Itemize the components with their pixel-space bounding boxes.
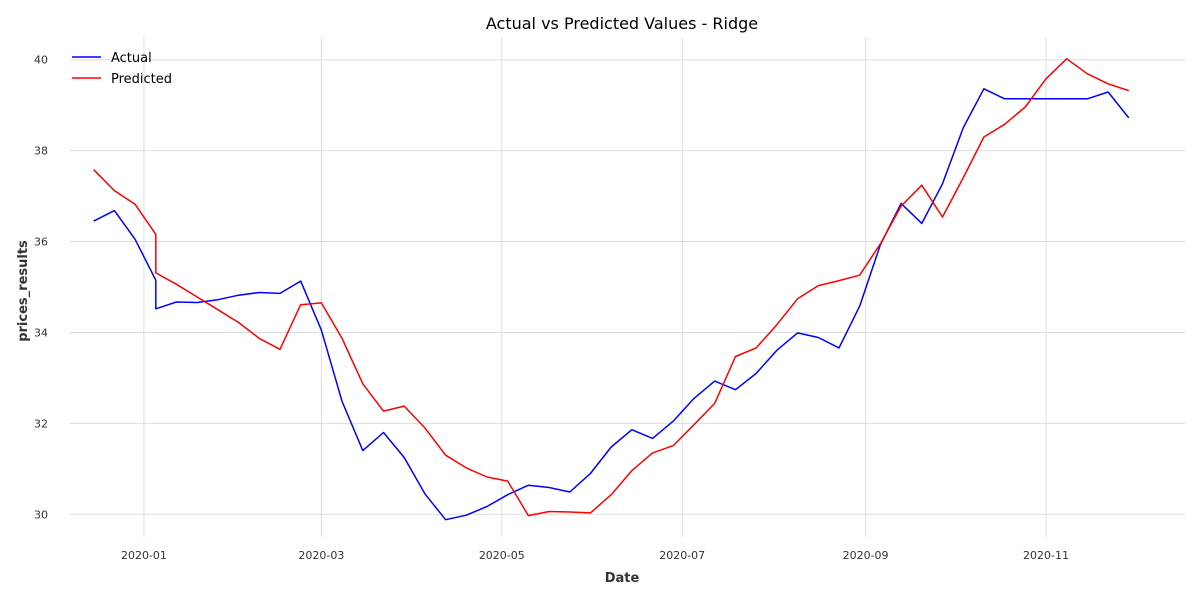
x-tick-labels: 2020-01 2020-03 2020-05 2020-07 2020-09 2020-… bbox=[121, 549, 1069, 562]
legend: Actual Predicted bbox=[72, 51, 172, 87]
series-line-predicted bbox=[93, 58, 1130, 517]
x-tick-label: 2020-07 bbox=[659, 549, 705, 562]
y-tick-labels: 30 32 34 36 38 40 bbox=[34, 54, 48, 522]
y-grid bbox=[70, 59, 1185, 515]
legend-label-actual: Actual bbox=[111, 51, 152, 66]
x-tick-label: 2020-01 bbox=[121, 549, 167, 562]
y-tick-label: 40 bbox=[34, 54, 48, 67]
x-tick-label: 2020-03 bbox=[298, 549, 344, 562]
y-axis-label: prices_results bbox=[16, 240, 31, 342]
x-grid bbox=[143, 37, 1047, 537]
x-axis-label: Date bbox=[605, 571, 640, 586]
series-line-actual bbox=[93, 88, 1130, 521]
y-tick-label: 34 bbox=[34, 326, 48, 339]
x-tick-label: 2020-09 bbox=[843, 549, 889, 562]
y-tick-label: 30 bbox=[34, 508, 48, 521]
y-tick-label: 32 bbox=[34, 417, 48, 430]
x-tick-label: 2020-05 bbox=[479, 549, 525, 562]
x-tick-label: 2020-11 bbox=[1023, 549, 1069, 562]
y-tick-label: 38 bbox=[34, 145, 48, 158]
chart-title: Actual vs Predicted Values - Ridge bbox=[486, 14, 758, 33]
legend-label-predicted: Predicted bbox=[111, 72, 172, 87]
series-lines bbox=[93, 58, 1130, 521]
y-tick-label: 36 bbox=[34, 236, 48, 249]
